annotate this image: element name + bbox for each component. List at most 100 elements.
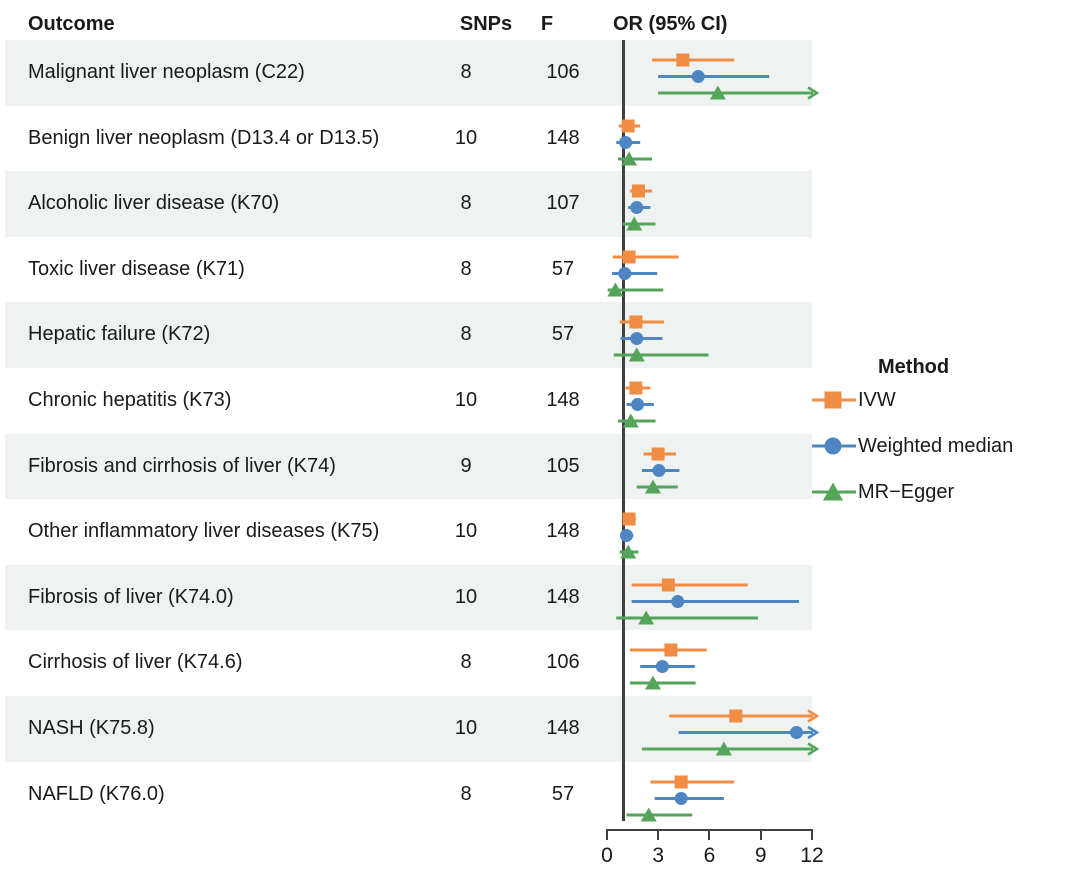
ci-row-plot [629,643,707,690]
axis-tick-label: 3 [652,844,665,867]
circle-icon [630,201,644,215]
legend-item: IVW [812,385,1078,415]
snps-value: 8 [460,192,472,215]
column-header-or-ci: OR (95% CI) [613,13,728,35]
square-icon [651,447,665,461]
legend-items: IVW Weighted median MR−Egger [812,385,1078,507]
square-icon [812,391,856,409]
arrow-right-icon [807,709,820,723]
outcome-label: Chronic hepatitis (K73) [28,389,232,411]
ci-row-plot [613,315,709,362]
legend-item: MR−Egger [812,477,1078,507]
triangle-icon [621,151,638,166]
square-icon [622,250,636,264]
ci-row-plot [619,512,639,559]
reference-line [621,40,625,821]
square-icon [729,709,743,723]
square-icon [664,643,678,657]
axis-tick [708,829,711,840]
axis-tick [759,829,762,840]
circle-icon [630,332,644,346]
triangle-icon [640,807,657,822]
f-value: 106 [546,61,580,83]
snps-value: 9 [460,454,472,477]
legend-item-label: Weighted median [858,434,1014,457]
ci-row-plot [622,184,656,231]
f-value: 57 [551,782,575,805]
f-value: 105 [546,454,580,477]
circle-icon [655,660,669,674]
column-header-f: F [540,13,554,35]
snps-value: 10 [454,389,478,411]
legend-item: Weighted median [812,431,1078,461]
square-icon [631,184,645,198]
triangle-icon [607,282,624,297]
snps-value: 8 [460,323,472,346]
triangle-icon [715,741,732,756]
axis-tick-label: 6 [703,844,716,867]
snps-value: 8 [460,651,472,674]
row-stripe [5,302,812,368]
square-icon [621,119,635,133]
circle-icon [619,135,633,149]
f-value: 57 [551,323,575,346]
triangle-icon [626,216,643,231]
circle-icon [824,437,842,455]
triangle-icon [638,610,655,625]
square-icon [661,578,675,592]
arrow-right-icon [807,742,820,756]
square-icon [629,381,643,395]
legend-item-label: IVW [858,388,896,411]
circle-icon [671,594,685,608]
ci-row-plot [626,775,735,822]
circle-icon [691,70,705,83]
f-value: 107 [546,192,580,215]
snps-value: 8 [460,782,472,805]
circle-icon [652,463,666,477]
square-icon [674,775,688,789]
square-icon [676,53,690,67]
outcome-label: Alcoholic liver disease (K70) [28,192,280,215]
snps-value: 10 [454,585,478,608]
ci-row-plot [607,250,679,297]
outcome-label: Other inflammatory liver diseases (K75) [28,520,380,543]
triangle-icon [644,675,661,690]
column-header-outcome: Outcome [28,13,115,35]
circle-icon [789,726,803,739]
row-stripe [5,171,812,237]
triangle-icon [622,413,639,428]
row-stripe [5,40,812,106]
triangle-icon [812,482,856,501]
circle-icon [674,791,688,805]
f-value: 57 [551,257,575,280]
snps-value: 10 [454,520,478,543]
axis-tick-label: 12 [800,844,824,867]
arrow-right-icon [807,86,820,100]
axis-tick-label: 0 [601,844,613,867]
row-stripe [5,696,812,762]
legend-title: Method [878,356,950,378]
column-header-snps: SNPs [459,13,513,35]
triangle-icon [644,479,661,494]
f-value: 106 [546,651,580,674]
ci-row-plot [636,447,680,494]
triangle-icon [709,85,726,100]
f-value: 148 [546,389,580,411]
ci-row-plot [641,709,820,756]
outcome-label: Fibrosis of liver (K74.0) [28,585,234,608]
axis-tick [810,829,813,840]
outcome-label: Cirrhosis of liver (K74.6) [28,651,243,674]
triangle-icon [823,482,843,501]
triangle-icon [628,347,645,362]
triangle-icon [620,544,637,559]
ci-row-plot [652,53,820,100]
outcome-label: Hepatic failure (K72) [28,323,211,346]
outcome-label: NASH (K75.8) [28,717,155,739]
outcome-label: NAFLD (K76.0) [28,782,165,805]
circle-icon [618,266,632,280]
arrow-right-icon [807,725,820,740]
row-stripe [5,433,812,500]
ci-row-plot [616,119,653,166]
outcome-label: Benign liver neoplasm (D13.4 or D13.5) [28,126,380,149]
